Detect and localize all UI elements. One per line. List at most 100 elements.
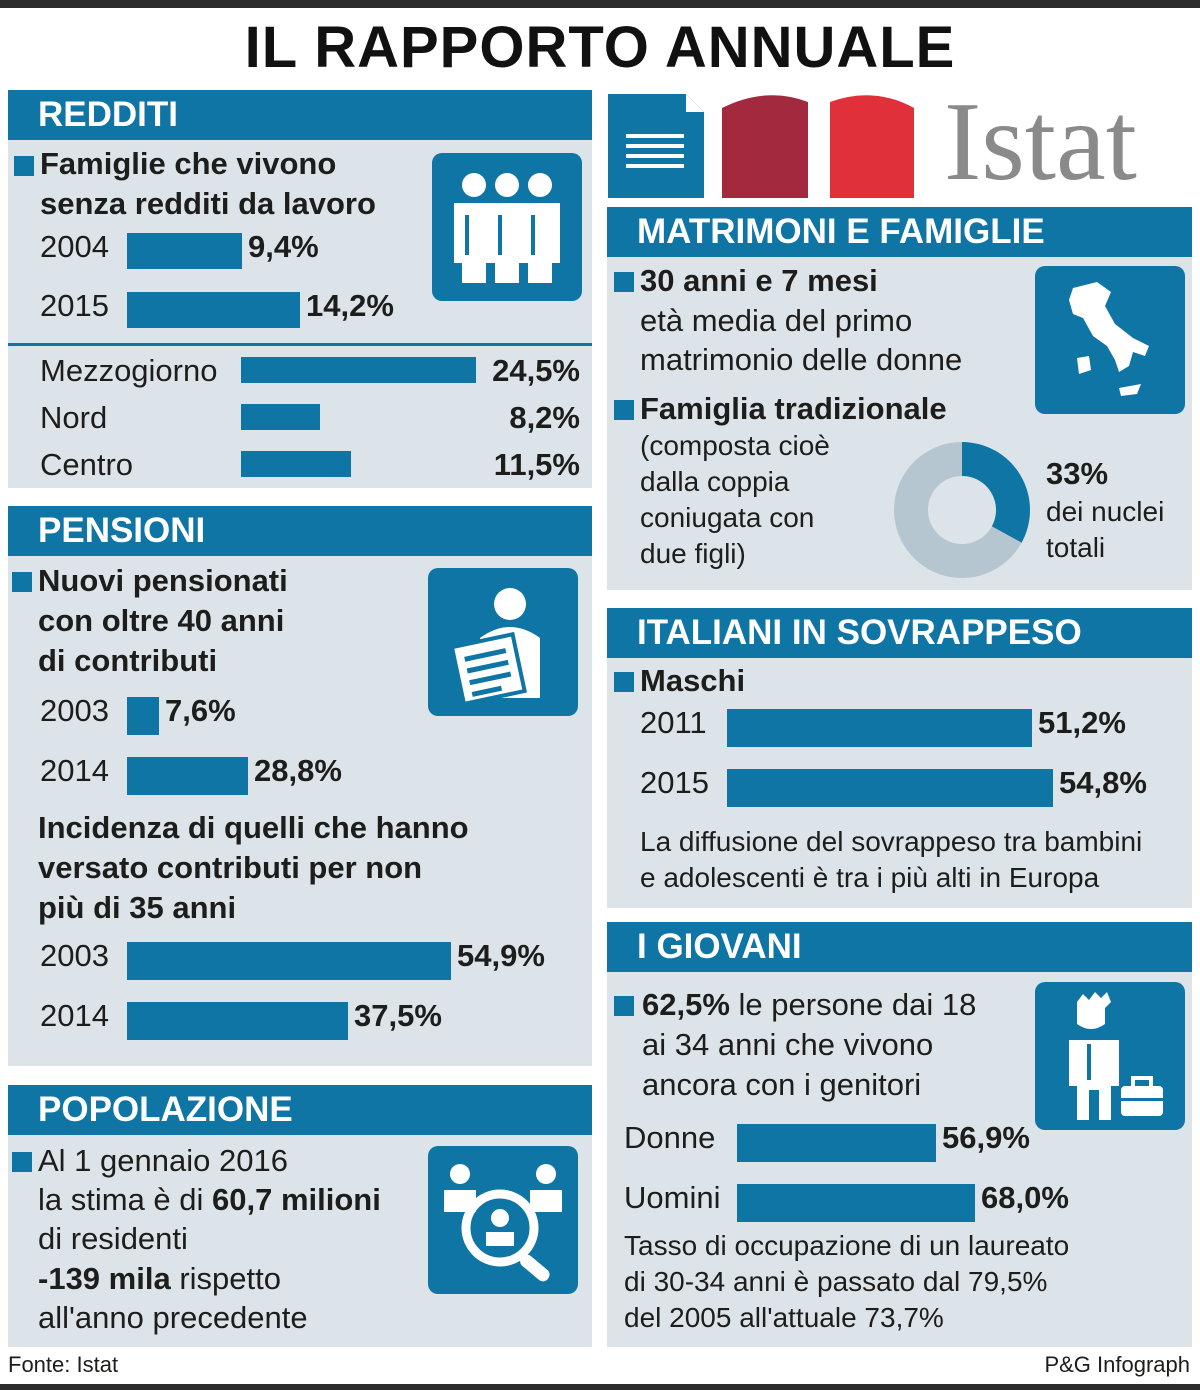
bar — [727, 709, 1032, 747]
bullet-square — [614, 996, 634, 1016]
bar-category-label: 2011 — [640, 705, 707, 740]
bar — [127, 1002, 348, 1040]
popolazione-line4: -139 mila rispetto — [38, 1259, 281, 1299]
redditi-title-line1: Famiglie che vivono — [40, 146, 337, 181]
giovani-line1-bold: 62,5% — [642, 987, 730, 1022]
bar — [737, 1184, 975, 1222]
pensioni-sub-line1: Incidenza di quelli che hanno — [38, 810, 469, 845]
bar-category-label: Donne — [624, 1120, 716, 1155]
bullet-square — [12, 1152, 32, 1172]
section-divider — [8, 343, 592, 346]
famiglia-line1: (composta cioè — [640, 430, 830, 461]
bar-value-label: 7,6% — [165, 693, 236, 728]
giovani-note-line2: di 30-34 anni è passato dal 79,5% — [624, 1266, 1048, 1297]
bar — [127, 292, 300, 328]
sovrappeso-group: Maschi — [640, 663, 746, 698]
popolazione-line2-text: la stima è di — [38, 1182, 213, 1217]
bar-category-label: 2003 — [40, 938, 109, 973]
bar-value-label: 68,0% — [981, 1180, 1069, 1215]
popolazione-line1: Al 1 gennaio 2016 — [38, 1143, 288, 1178]
source-note: Fonte: Istat — [8, 1352, 119, 1377]
bar — [127, 757, 248, 795]
bar-category-label: 2015 — [640, 765, 709, 800]
bar-value-label: 9,4% — [248, 229, 319, 264]
top-rule — [0, 0, 1200, 8]
bullet-square — [614, 272, 634, 292]
bar-category-label: 2004 — [40, 229, 109, 264]
giovani-line3: ancora con i genitori — [642, 1067, 922, 1102]
bar-value-label: 51,2% — [1038, 705, 1126, 740]
popolazione-line4-text: rispetto — [170, 1261, 281, 1296]
bar-category-label: 2014 — [40, 753, 109, 788]
bar-value-label: 54,9% — [457, 938, 545, 973]
bar-category-label: Centro — [40, 447, 134, 482]
pensioni-title-line2: con oltre 40 anni — [38, 603, 285, 638]
donut-slice-other — [894, 442, 1022, 578]
bottom-rule — [0, 1384, 1200, 1390]
bar — [127, 942, 451, 980]
pensioni-sub-line3: più di 35 anni — [38, 890, 237, 925]
pensioni-title-line1: Nuovi pensionati — [38, 563, 288, 598]
bar-category-label: Nord — [40, 400, 108, 435]
matrimoni-age-line2: età media del primo — [640, 303, 913, 338]
pensioni-sub-line2: versato contributi per non — [38, 850, 423, 885]
bar-value-label: 14,2% — [306, 288, 394, 323]
bullet-square — [614, 672, 634, 692]
giovani-line2: ai 34 anni che vivono — [642, 1027, 934, 1062]
popolazione-line2: la stima è di 60,7 milioni — [38, 1180, 381, 1220]
bar — [737, 1124, 936, 1162]
population-search-icon — [428, 1146, 578, 1294]
giovani-line1: 62,5% le persone dai 18 — [642, 985, 976, 1025]
italy-map-icon — [1035, 266, 1185, 414]
popolazione-line5: all'anno precedente — [38, 1300, 308, 1335]
sovrappeso-panel — [607, 608, 1192, 908]
famiglia-line4: due figli) — [640, 538, 746, 569]
bar-value-label: 37,5% — [354, 998, 442, 1033]
famiglia-percent-line2: totali — [1046, 532, 1106, 563]
popolazione-header: POPOLAZIONE — [8, 1085, 592, 1135]
bar-value-label: 11,5% — [493, 447, 580, 482]
donut-slice-traditional — [962, 442, 1030, 543]
bullet-square — [12, 572, 32, 592]
bullet-square — [14, 156, 34, 176]
matrimoni-age-line3: matrimonio delle donne — [640, 342, 963, 377]
bar — [127, 233, 242, 269]
redditi-title-line2: senza redditi da lavoro — [40, 186, 376, 221]
popolazione-line4-bold: -139 mila — [38, 1261, 171, 1296]
bullet-square — [614, 400, 634, 420]
bar-value-label: 24,5% — [492, 353, 580, 388]
bar-value-label: 54,8% — [1059, 765, 1147, 800]
bar — [241, 451, 351, 477]
famiglia-percent: 33% — [1046, 456, 1109, 491]
sovrappeso-header: ITALIANI IN SOVRAPPESO — [607, 608, 1192, 658]
bar — [727, 769, 1053, 807]
pensioni-header: PENSIONI — [8, 506, 592, 556]
family-icon — [432, 153, 582, 301]
popolazione-line3: di residenti — [38, 1221, 188, 1256]
famiglia-line3: coniugata con — [640, 502, 815, 533]
bar-category-label: Mezzogiorno — [40, 353, 218, 388]
page-title: IL RAPPORTO ANNUALE — [244, 15, 956, 80]
pensioner-document-icon — [428, 568, 578, 716]
bar — [241, 404, 320, 430]
bar-value-label: 56,9% — [942, 1120, 1030, 1155]
giovani-header: I GIOVANI — [607, 922, 1192, 972]
bar-category-label: 2003 — [40, 693, 109, 728]
popolazione-line2-bold: 60,7 milioni — [212, 1182, 381, 1217]
famiglia-donut — [894, 442, 1030, 578]
famiglia-title: Famiglia tradizionale — [640, 391, 947, 426]
credit-note: P&G Infograph — [1044, 1352, 1190, 1377]
sovrappeso-note-line1: La diffusione del sovrappeso tra bambini — [640, 826, 1143, 857]
famiglia-line2: dalla coppia — [640, 466, 790, 497]
bar — [127, 697, 159, 735]
bar-category-label: Uomini — [624, 1180, 721, 1215]
young-person-briefcase-icon — [1035, 982, 1185, 1130]
bar-category-label: 2014 — [40, 998, 109, 1033]
pensioni-title-line3: di contributi — [38, 643, 218, 678]
istat-logo-text: Istat — [944, 80, 1137, 204]
bar-value-label: 8,2% — [509, 400, 580, 435]
redditi-header: REDDITI — [8, 90, 592, 140]
bar-category-label: 2015 — [40, 288, 109, 323]
bar-value-label: 28,8% — [254, 753, 342, 788]
bar — [241, 357, 476, 383]
